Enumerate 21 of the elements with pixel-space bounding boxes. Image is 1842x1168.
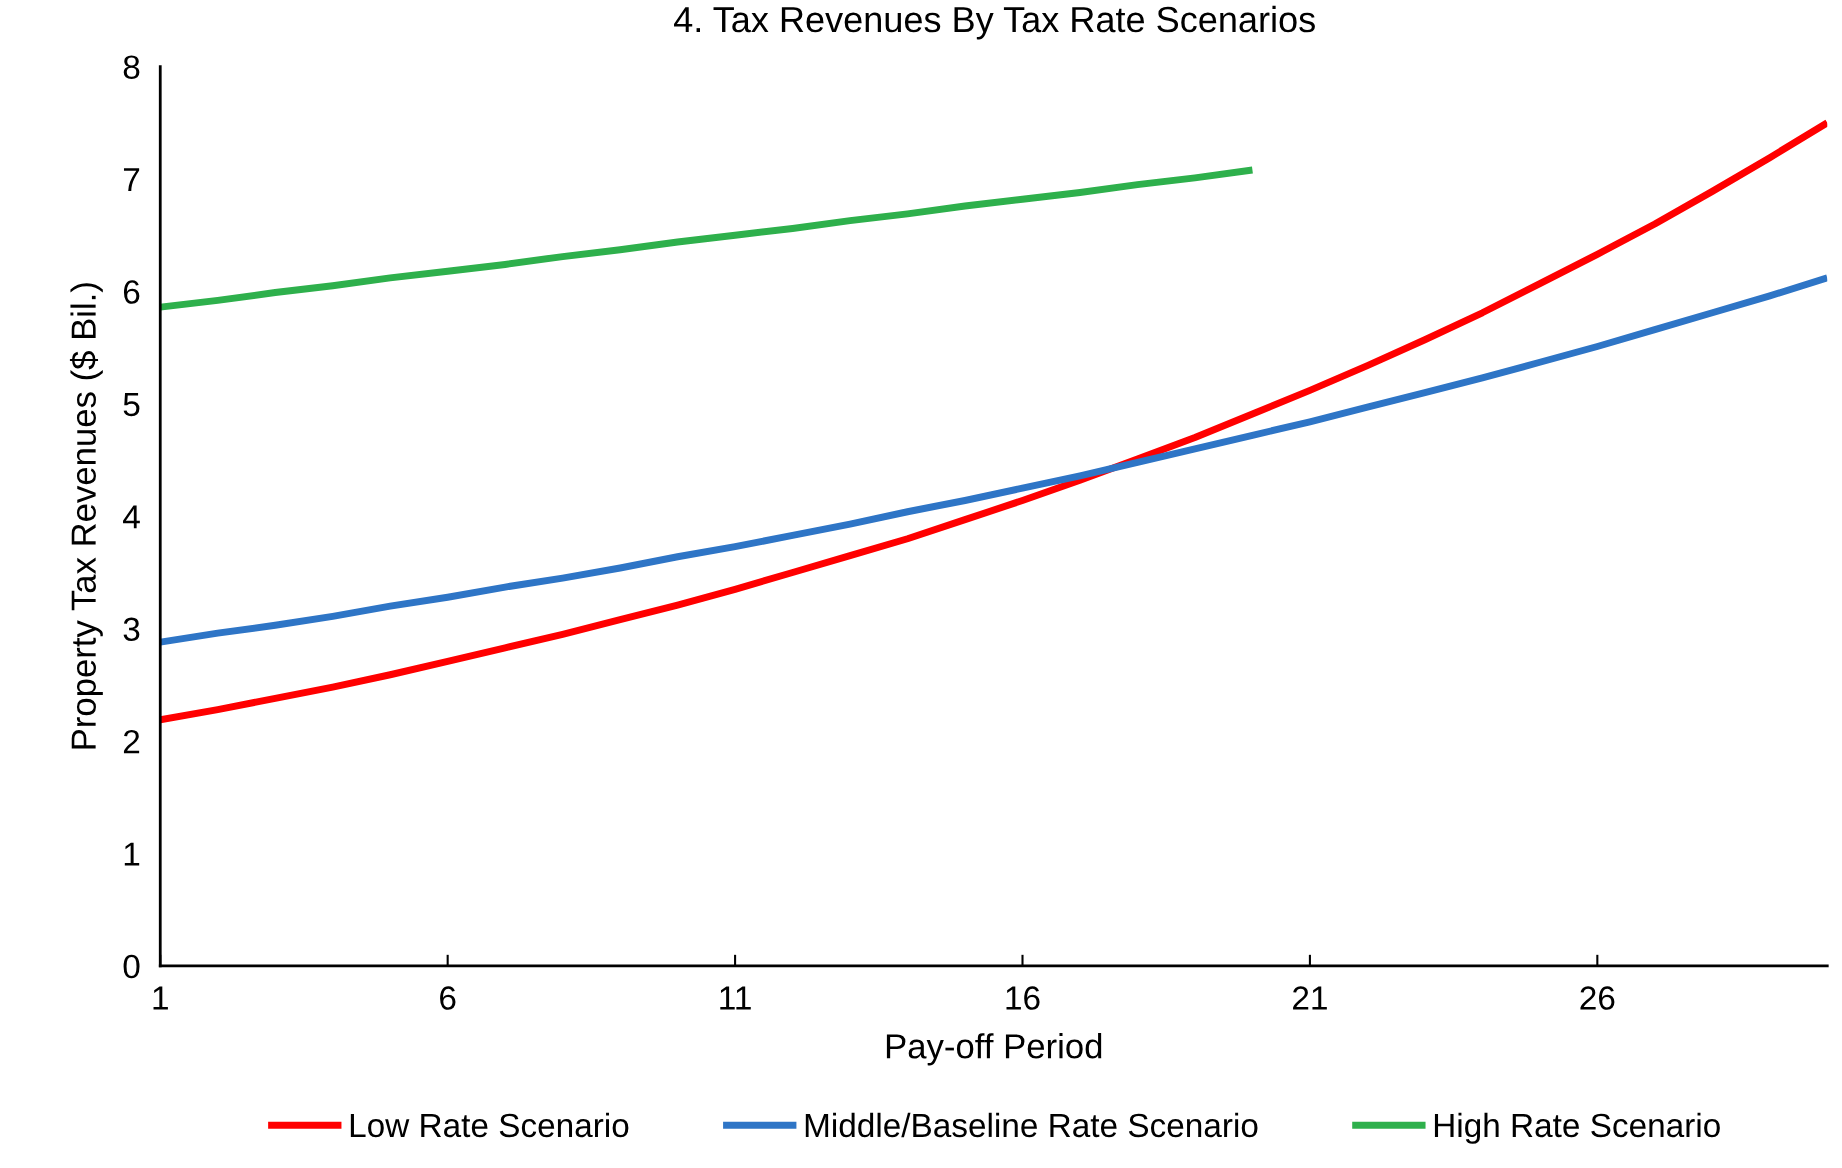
y-tick-label: 5 xyxy=(123,392,140,417)
y-tick-label: 4 xyxy=(123,505,140,529)
x-tick-label: 6 xyxy=(440,986,456,1010)
legend-label: Low Rate Scenario xyxy=(350,1112,629,1138)
x-tick-label: 1 xyxy=(153,986,168,1010)
y-tick-label: 6 xyxy=(123,280,140,304)
x-tick-label: 21 xyxy=(1293,986,1327,1010)
x-axis-title: Pay-off Period xyxy=(886,1033,1102,1066)
y-tick-label: 0 xyxy=(123,954,140,979)
y-tick-label: 1 xyxy=(124,842,140,866)
x-tick-label: 11 xyxy=(720,986,751,1010)
y-tick-label: 3 xyxy=(123,617,140,642)
x-tick-label: 16 xyxy=(1006,986,1040,1010)
y-tick-label: 7 xyxy=(123,168,140,192)
x-tick-label: 26 xyxy=(1580,986,1615,1010)
chart-title: 4. Tax Revenues By Tax Rate Scenarios xyxy=(674,5,1315,40)
legend-label: High Rate Scenario xyxy=(1434,1112,1720,1144)
y-tick-label: 2 xyxy=(123,729,140,754)
y-axis-title: Property Tax Revenues ($ Bil.) xyxy=(69,283,103,749)
legend-label: Middle/Baseline Rate Scenario xyxy=(805,1112,1258,1138)
y-tick-label: 8 xyxy=(123,55,140,79)
